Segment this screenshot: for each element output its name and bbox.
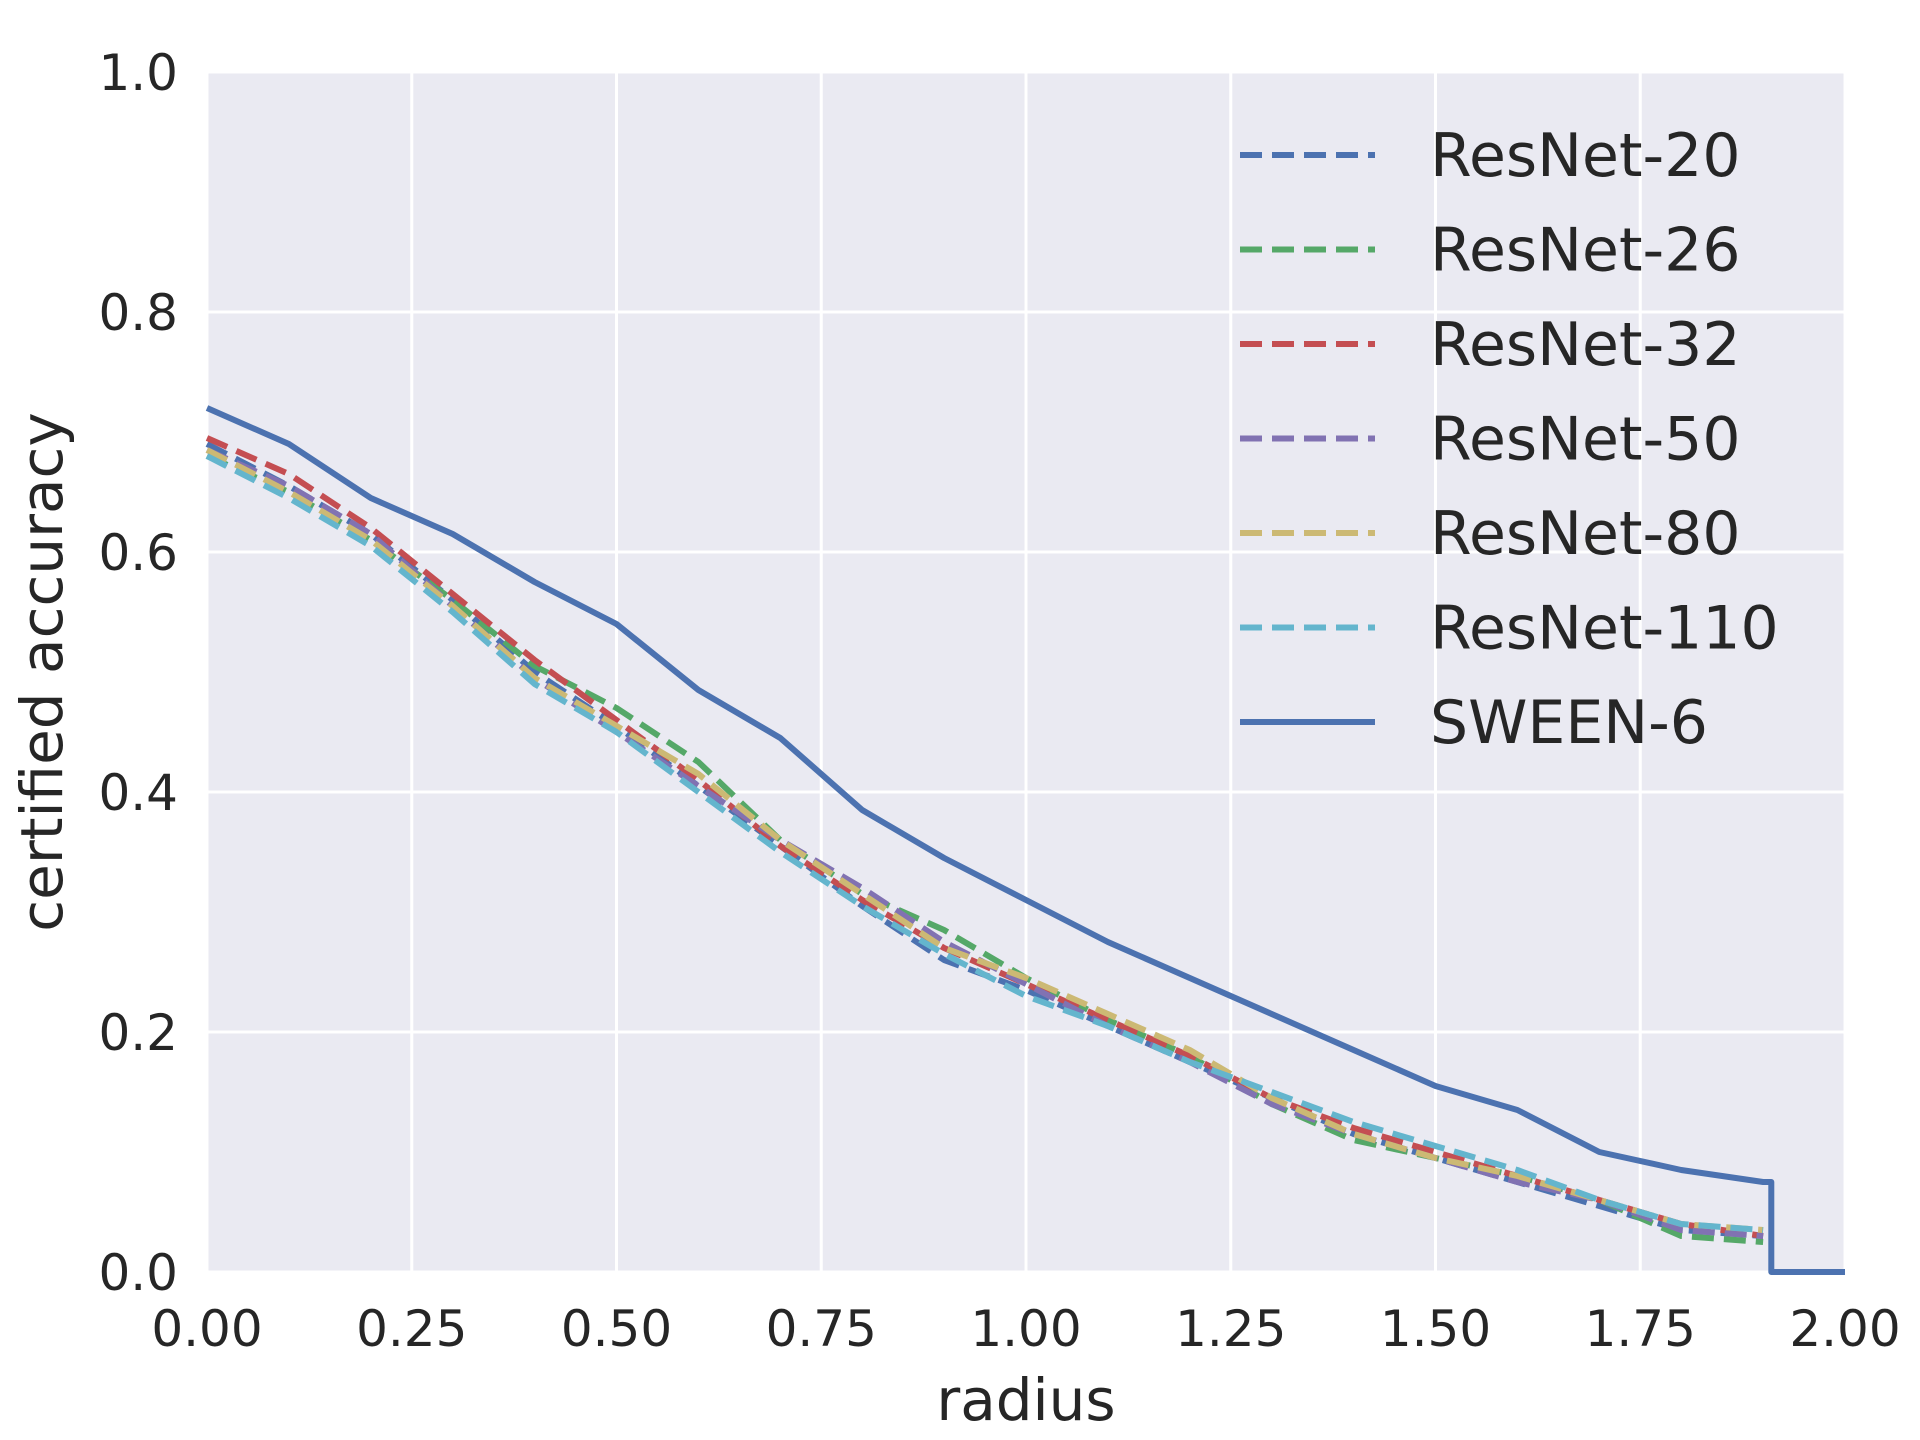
x-tick-label: 2.00 (1789, 1300, 1900, 1358)
y-tick-labels: 0.0 0.2 0.4 0.6 0.8 1.0 (98, 44, 178, 1302)
y-tick-label: 0.4 (98, 764, 178, 822)
series-lines (205, 405, 1845, 1275)
x-tick-label: 1.75 (1585, 1300, 1696, 1358)
x-tick-label: 0.50 (561, 1300, 672, 1358)
y-tick-label: 0.0 (98, 1244, 178, 1302)
legend-label-resnet-32: ResNet-32 (1430, 310, 1741, 380)
x-tick-label: 1.25 (1175, 1300, 1286, 1358)
y-tick-label: 0.2 (98, 1004, 178, 1062)
legend-label-resnet-80: ResNet-80 (1430, 499, 1741, 569)
y-tick-label: 1.0 (98, 44, 178, 102)
legend-label-resnet-26: ResNet-26 (1430, 216, 1741, 286)
x-tick-label: 0.00 (151, 1300, 262, 1358)
series-line-resnet-80 (205, 447, 1764, 1233)
x-tick-label: 1.50 (1380, 1300, 1491, 1358)
grid (205, 70, 1847, 1274)
x-tick-label: 0.75 (766, 1300, 877, 1358)
series-line-resnet-26 (205, 453, 1764, 1245)
legend: ResNet-20 ResNet-26 ResNet-32 ResNet-50 ResN… (1240, 121, 1779, 758)
x-tick-label: 0.25 (356, 1300, 467, 1358)
legend-label-resnet-50: ResNet-50 (1430, 405, 1741, 475)
series-line-sween-6 (205, 405, 1845, 1275)
y-tick-label: 0.8 (98, 284, 178, 342)
x-axis-label: radius (936, 1366, 1115, 1434)
x-tick-labels: 0.00 0.25 0.50 0.75 1.00 1.25 1.50 1.75 2.00 (151, 1300, 1900, 1358)
y-axis-label: certified accuracy (8, 412, 76, 931)
series-line-resnet-110 (205, 453, 1764, 1233)
legend-label-sween-6: SWEEN-6 (1430, 688, 1708, 758)
y-tick-label: 0.6 (98, 524, 178, 582)
legend-label-resnet-110: ResNet-110 (1430, 594, 1779, 664)
x-tick-label: 1.00 (970, 1300, 1081, 1358)
legend-label-resnet-20: ResNet-20 (1430, 121, 1741, 191)
